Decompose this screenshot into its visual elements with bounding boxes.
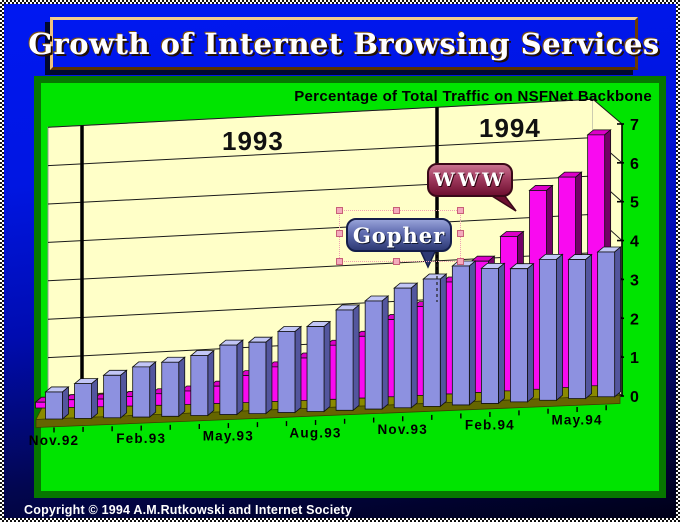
chart-title: Percentage of Total Traffic on NSFNet Ba… — [294, 88, 652, 105]
selection-handle[interactable] — [336, 258, 343, 265]
year-label-1994: 1994 — [479, 113, 541, 143]
selection-marquee[interactable] — [336, 207, 464, 265]
selection-handle[interactable] — [457, 207, 464, 214]
chart-panel — [34, 76, 666, 498]
www-callout[interactable]: WWW — [427, 163, 513, 197]
selection-handle[interactable] — [336, 230, 343, 237]
selection-handle[interactable] — [393, 258, 400, 265]
selection-handle[interactable] — [457, 258, 464, 265]
copyright-text: Copyright © 1994 A.M.Rutkowski and Inter… — [24, 503, 353, 517]
www-callout-label: WWW — [433, 169, 507, 191]
selection-handle[interactable] — [457, 230, 464, 237]
selection-handle[interactable] — [393, 207, 400, 214]
year-label-1993: 1993 — [222, 126, 284, 156]
title-banner: Growth of Internet Browsing Services — [28, 17, 659, 70]
page-title: Growth of Internet Browsing Services — [28, 26, 660, 61]
selection-handle[interactable] — [336, 207, 343, 214]
